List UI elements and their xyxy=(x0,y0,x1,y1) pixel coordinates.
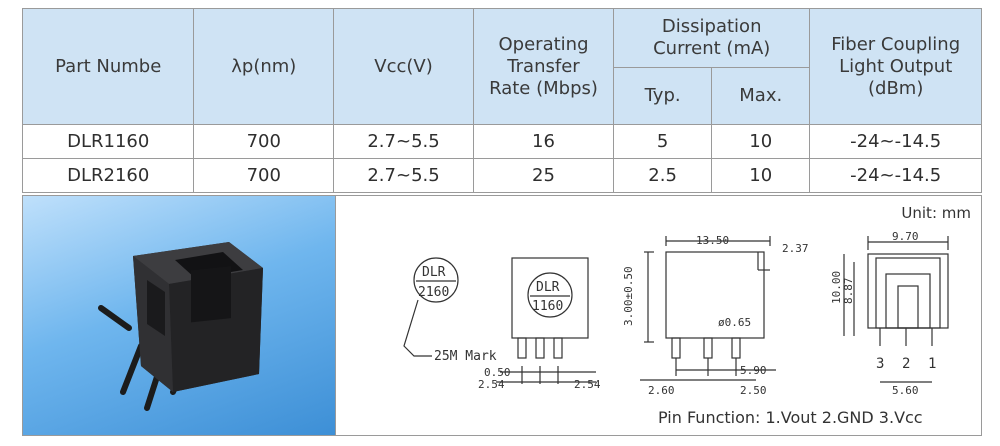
dim-254-right: 2.54 xyxy=(574,378,601,391)
cell-vcc: 2.7~5.5 xyxy=(333,158,474,193)
header-rate-line1: Operating xyxy=(498,33,589,55)
connector-photo-illustration xyxy=(98,242,263,411)
dim-300: 3.00±0.50 xyxy=(622,266,635,326)
pin-1-label: 1 xyxy=(928,356,936,372)
cell-fiber: -24~-14.5 xyxy=(809,158,982,193)
table-row: DLR2160 700 2.7~5.5 25 2.5 10 -24~-14.5 xyxy=(21,158,982,193)
cell-fiber: -24~-14.5 xyxy=(809,124,982,159)
cell-max: 10 xyxy=(711,124,811,159)
header-vcc: Vcc(V) xyxy=(333,8,474,125)
cell-rate: 16 xyxy=(472,124,615,159)
mark-bottom-text: 2160 xyxy=(418,285,449,300)
cell-typ: 5 xyxy=(613,124,713,159)
cell-max: 10 xyxy=(711,158,811,193)
mark-top-text: DLR xyxy=(422,265,446,280)
dim-254-left: 2.54 xyxy=(478,378,505,391)
cell-typ: 2.5 xyxy=(613,158,713,193)
header-rate-line3: Rate (Mbps) xyxy=(489,77,598,99)
body-mark-bottom-text: 1160 xyxy=(532,299,563,314)
dim-065: ø0.65 xyxy=(718,316,751,329)
dim-970: 9.70 xyxy=(892,230,919,243)
header-dissipation-current: Dissipation Current (mA) xyxy=(613,8,811,68)
header-rate-line2: Transfer xyxy=(507,55,580,77)
dim-887: 8.87 xyxy=(842,278,855,305)
header-transfer-rate: Operating Transfer Rate (Mbps) xyxy=(472,8,615,125)
mark-note-text: 25M Mark xyxy=(434,349,497,364)
dim-237: 2.37 xyxy=(782,242,809,255)
datasheet-panel: Part Numbe λp(nm) Vcc(V) Operating Trans… xyxy=(21,8,982,436)
cell-vcc: 2.7~5.5 xyxy=(333,124,474,159)
header-part-number: Part Numbe xyxy=(21,8,195,125)
dim-1000: 10.00 xyxy=(830,271,843,304)
header-wavelength: λp(nm) xyxy=(193,8,335,125)
cell-part: DLR1160 xyxy=(21,124,195,159)
table-row: DLR1160 700 2.7~5.5 16 5 10 -24~-14.5 xyxy=(21,124,982,159)
lower-section: Unit: mm xyxy=(22,195,982,436)
header-fiber-line2: Light Output xyxy=(839,55,953,77)
header-typ: Typ. xyxy=(613,66,713,125)
dim-250: 2.50 xyxy=(740,384,767,397)
header-fiber-coupling: Fiber Coupling Light Output (dBm) xyxy=(809,8,982,125)
dim-260: 2.60 xyxy=(648,384,675,397)
unit-label: Unit: mm xyxy=(901,204,971,222)
dim-590: 5.90 xyxy=(740,364,767,377)
spec-table: Part Numbe λp(nm) Vcc(V) Operating Trans… xyxy=(21,8,982,193)
dimension-diagram: DLR 2160 DLR 1160 25M Mark 0.50 2.54 2.5… xyxy=(403,230,949,397)
dim-050: 0.50 xyxy=(484,366,511,379)
dim-560: 5.60 xyxy=(892,384,919,397)
pin-function-text: Pin Function: 1.Vout 2.GND 3.Vcc xyxy=(658,408,923,427)
header-fiber-line3: (dBm) xyxy=(868,77,924,99)
header-current-line1: Dissipation xyxy=(661,15,762,37)
mechanical-drawing: Unit: mm xyxy=(336,196,981,435)
header-fiber-line1: Fiber Coupling xyxy=(831,33,961,55)
product-photo xyxy=(23,196,336,435)
cell-part: DLR2160 xyxy=(21,158,195,193)
pin-2-label: 2 xyxy=(902,356,910,372)
cell-rate: 25 xyxy=(472,158,615,193)
header-max: Max. xyxy=(711,66,811,125)
dim-1350: 13.50 xyxy=(696,234,729,247)
header-current-line2: Current (mA) xyxy=(653,37,771,59)
cell-wavelength: 700 xyxy=(193,158,335,193)
pin-3-label: 3 xyxy=(876,356,884,372)
cell-wavelength: 700 xyxy=(193,124,335,159)
body-mark-top-text: DLR xyxy=(536,280,560,295)
